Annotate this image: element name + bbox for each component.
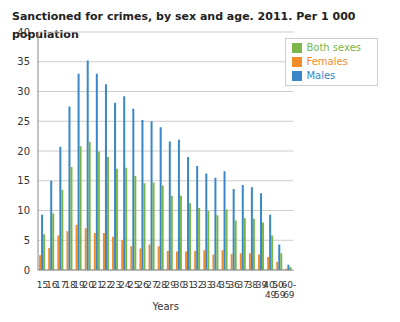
svg-text:0: 0 [24, 265, 30, 276]
svg-text:20: 20 [17, 146, 30, 157]
svg-text:30: 30 [17, 86, 30, 97]
svg-text:Years: Years [152, 301, 179, 312]
svg-text:40: 40 [17, 27, 30, 38]
svg-text:25: 25 [17, 116, 30, 127]
svg-text:10: 10 [17, 205, 30, 216]
svg-text:5: 5 [24, 235, 30, 246]
svg-text:35: 35 [17, 56, 30, 67]
svg-text:60-69: 60-69 [282, 280, 297, 300]
svg-text:15: 15 [17, 175, 30, 186]
